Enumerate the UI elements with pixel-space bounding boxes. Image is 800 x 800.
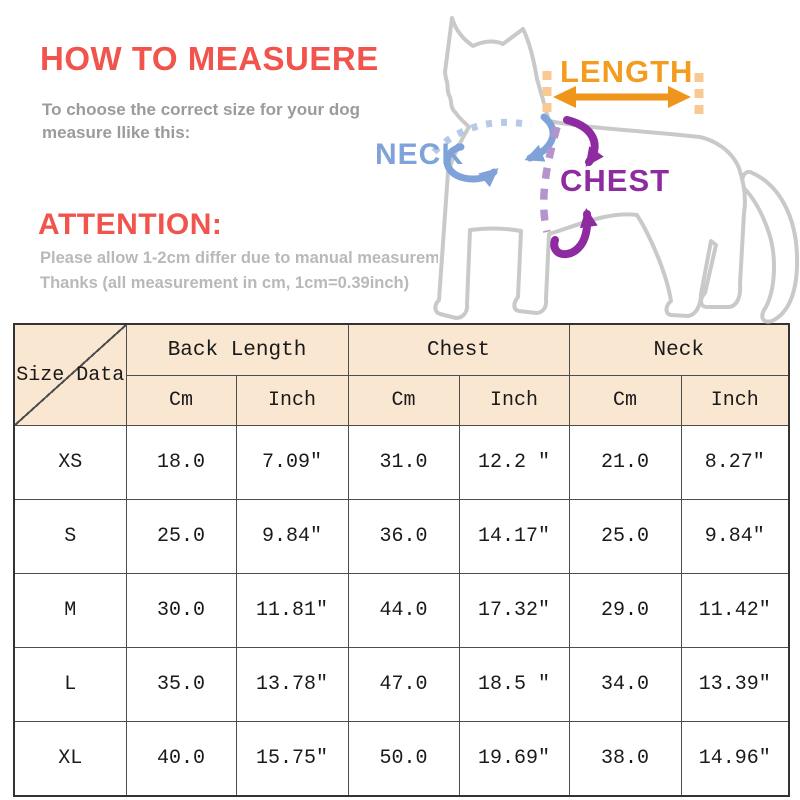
page-title: HOW TO MEASUERE	[40, 40, 379, 77]
unit-chest-cm: Cm	[347, 375, 460, 426]
size-label: S	[13, 499, 127, 574]
attention-note-line2: Thanks (all measurement in cm, 1cm=0.39i…	[40, 274, 410, 292]
cell-value: 18.0	[125, 425, 237, 500]
cell-value: 15.75″	[235, 721, 349, 797]
size-label: M	[13, 573, 127, 648]
table-row-xs: XS 18.0 7.09″ 31.0 12.2 ″ 21.0 8.27″	[13, 425, 790, 500]
table-row-l: L 35.0 13.78″ 47.0 18.5 ″ 34.0 13.39″	[13, 647, 790, 722]
neck-label: NECK	[375, 138, 465, 171]
dog-tail-outline	[739, 169, 800, 324]
cell-value: 8.27″	[680, 425, 790, 500]
cell-value: 9.84″	[680, 499, 790, 574]
cell-value: 9.84″	[235, 499, 349, 574]
attention-title: ATTENTION:	[38, 208, 223, 241]
table-header-row-units: Cm Inch Cm Inch Cm Inch	[14, 375, 790, 426]
cell-value: 18.5 ″	[458, 647, 570, 722]
cell-value: 50.0	[347, 721, 460, 797]
cell-value: 31.0	[347, 425, 460, 500]
cell-value: 11.42″	[680, 573, 790, 648]
neck-dotted-arc	[431, 118, 532, 155]
cell-value: 29.0	[568, 573, 682, 648]
corner-label: Size Data	[16, 363, 125, 387]
size-label: XL	[13, 721, 127, 797]
page-subtitle: To choose the correct size for your dog …	[42, 100, 361, 142]
unit-back-length-cm: Cm	[125, 375, 237, 426]
cell-value: 44.0	[347, 573, 460, 648]
cell-value: 34.0	[568, 647, 682, 722]
col-group-chest: Chest	[347, 323, 570, 376]
cell-value: 30.0	[125, 573, 237, 648]
neck-arrow-upper	[524, 113, 557, 162]
length-arrowhead-right	[668, 86, 691, 108]
cell-value: 25.0	[568, 499, 682, 574]
cell-value: 14.17″	[458, 499, 570, 574]
table-header-row-groups: Size Data Back Length Chest Neck	[13, 323, 790, 426]
dog-measurement-diagram	[431, 16, 800, 324]
unit-chest-inch: Inch	[458, 375, 570, 426]
size-label: XS	[13, 425, 127, 500]
unit-neck-cm: Cm	[568, 375, 682, 426]
unit-back-length-inch: Inch	[235, 375, 349, 426]
table-row-m: M 30.0 11.81″ 44.0 17.32″ 29.0 11.42″	[13, 573, 790, 648]
size-table-corner-cell: Size Data	[13, 323, 127, 426]
table-row-xl: XL 40.0 15.75″ 50.0 19.69″ 38.0 14.96″	[13, 721, 790, 797]
chest-arrow-bottom	[550, 208, 598, 259]
cell-value: 11.81″	[235, 573, 349, 648]
chest-label: CHEST	[560, 163, 671, 198]
cell-value: 13.39″	[680, 647, 790, 722]
cell-value: 40.0	[125, 721, 237, 797]
cell-value: 12.2 ″	[458, 425, 570, 500]
cell-value: 7.09″	[235, 425, 349, 500]
cell-value: 36.0	[347, 499, 460, 574]
attention-note-line1: Please allow 1-2cm differ due to manual …	[40, 249, 438, 267]
size-label: L	[13, 647, 127, 722]
cell-value: 38.0	[568, 721, 682, 797]
cell-value: 17.32″	[458, 573, 570, 648]
table-row-s: S 25.0 9.84″ 36.0 14.17″ 25.0 9.84″	[13, 499, 790, 574]
length-arrowhead-left	[553, 86, 576, 108]
cell-value: 25.0	[125, 499, 237, 574]
length-label: LENGTH	[560, 54, 694, 89]
cell-value: 13.78″	[235, 647, 349, 722]
unit-neck-inch: Inch	[680, 375, 790, 426]
cell-value: 19.69″	[458, 721, 570, 797]
neck-arrow-lower	[443, 143, 499, 188]
col-group-neck: Neck	[568, 323, 790, 376]
cell-value: 14.96″	[680, 721, 790, 797]
cell-value: 21.0	[568, 425, 682, 500]
cell-value: 47.0	[347, 647, 460, 722]
col-group-back-length: Back Length	[125, 323, 349, 376]
chest-arrow-top	[563, 116, 604, 167]
size-table: Size Data Back Length Chest Neck Cm Inch…	[13, 323, 790, 797]
cell-value: 35.0	[125, 647, 237, 722]
